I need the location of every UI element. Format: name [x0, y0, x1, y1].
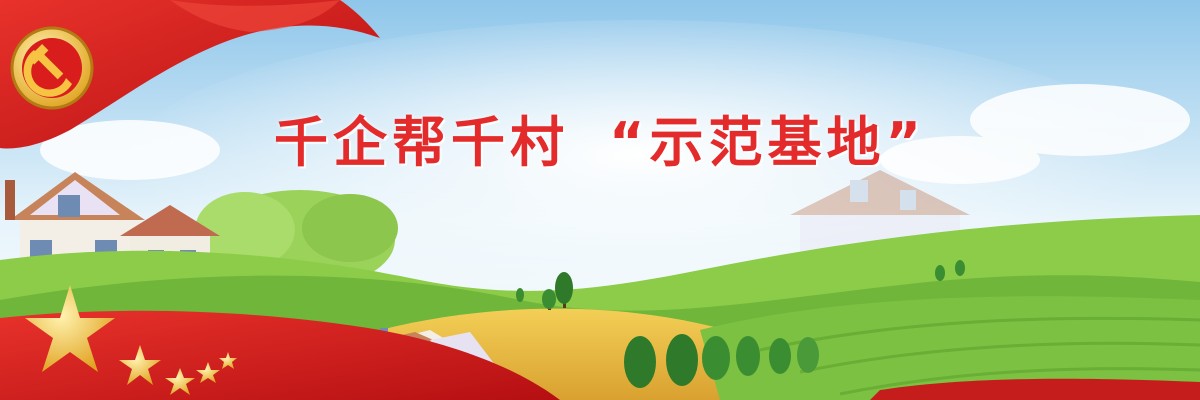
- star-icon: [119, 345, 161, 385]
- flag-top-left: [0, 0, 380, 149]
- flag-highlight: [170, 0, 340, 32]
- title-part-2: “示范基地”: [609, 111, 926, 174]
- star-icon: [25, 285, 115, 372]
- field-stripes: [759, 316, 1200, 396]
- star-icon: [165, 368, 195, 395]
- ribbon-bottom-right: [870, 378, 1200, 400]
- title-part-1: 千企帮千村: [274, 111, 569, 174]
- tree-row: [624, 334, 819, 388]
- hill-front-right: [700, 296, 1200, 400]
- party-emblem-icon: [10, 26, 94, 110]
- star-icon: [219, 352, 237, 369]
- ribbon-bottom-left: [0, 310, 560, 400]
- clouds: [40, 84, 1190, 184]
- tree-icon: [516, 260, 965, 310]
- page-title: 千企帮千村 “示范基地”: [0, 98, 1200, 177]
- star-icon: [196, 362, 220, 383]
